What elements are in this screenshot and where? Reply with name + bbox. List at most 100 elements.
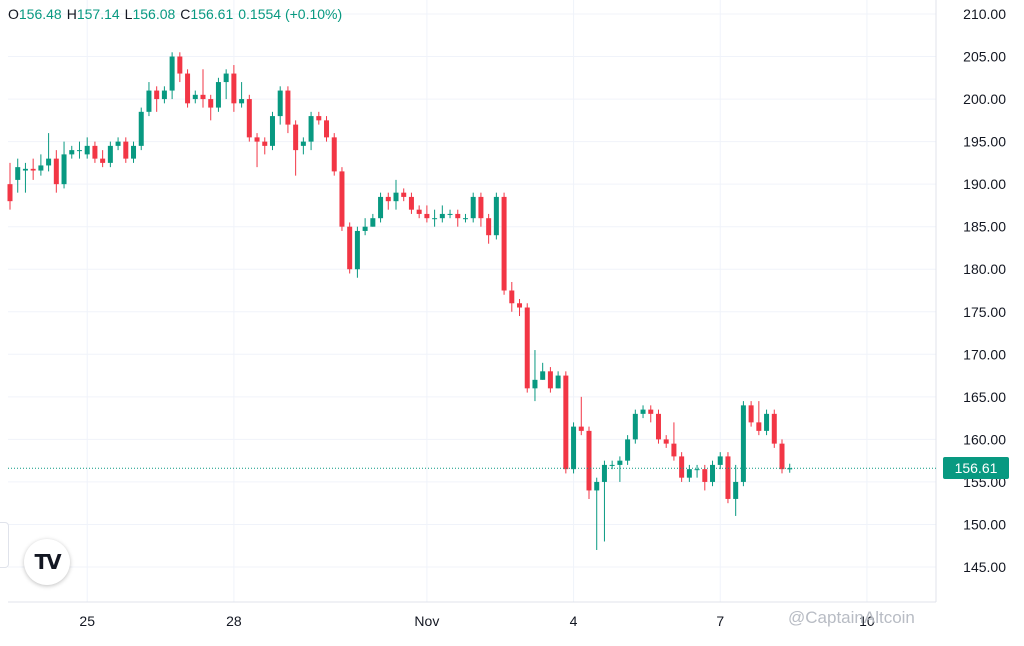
candle-body	[540, 371, 546, 380]
candle-body	[300, 141, 306, 146]
candle-body	[563, 375, 569, 470]
candle-body	[694, 469, 700, 471]
low-label: L	[124, 6, 133, 22]
candle-body	[107, 145, 113, 163]
y-tick-label: 185.00	[963, 219, 1006, 235]
candle-body	[478, 196, 484, 219]
candle-body	[215, 82, 221, 108]
candle-body	[764, 413, 770, 431]
candle-body	[524, 307, 530, 389]
candle-body	[69, 150, 75, 155]
tradingview-logo-text: TV	[34, 550, 61, 574]
candle-body	[756, 422, 762, 431]
candle-body	[177, 56, 183, 74]
candle-body	[432, 218, 438, 220]
open-label: O	[8, 6, 19, 22]
low-value: 156.08	[132, 6, 176, 22]
candle-body	[30, 168, 36, 171]
candle-body	[679, 456, 685, 478]
candle-body	[462, 218, 468, 220]
candle-body	[733, 481, 739, 499]
candle-body	[748, 405, 754, 423]
candle-body	[771, 413, 777, 444]
candle-body	[138, 111, 144, 146]
y-tick-label: 165.00	[963, 389, 1006, 405]
candle-body	[571, 426, 577, 470]
candle-body	[632, 413, 638, 440]
candle-body	[123, 141, 129, 159]
candle-body	[362, 226, 368, 231]
y-tick-label: 205.00	[963, 49, 1006, 65]
x-tick-label: 28	[226, 613, 242, 629]
last-price-tag: 156.61	[943, 457, 1009, 480]
candle-body	[269, 116, 275, 146]
candle-body	[378, 196, 384, 219]
y-tick-label: 200.00	[963, 91, 1006, 107]
candle-body	[293, 124, 299, 151]
candle-body	[46, 158, 52, 166]
candle-body	[200, 94, 206, 100]
tradingview-logo[interactable]: TV	[24, 539, 70, 585]
high-value: 157.14	[76, 6, 120, 22]
candle-body	[308, 116, 314, 142]
candle-body	[262, 141, 268, 146]
candle-body	[717, 456, 723, 465]
candle-body	[339, 171, 345, 227]
x-tick-label: 7	[716, 613, 724, 629]
candle-body	[640, 409, 646, 414]
candle-body	[161, 90, 167, 100]
candle-body	[277, 90, 283, 117]
candle-body	[61, 154, 67, 185]
candle-body	[509, 290, 515, 304]
candle-body	[686, 469, 692, 478]
change-value: 0.1554 (+0.10%)	[238, 6, 343, 22]
candle-body	[617, 460, 623, 465]
candle-body	[370, 218, 376, 227]
candle-body	[416, 209, 422, 214]
candle-body	[625, 439, 631, 461]
candle-body	[7, 184, 13, 202]
candle-body	[470, 196, 476, 219]
candle-body	[578, 426, 584, 431]
candle-body	[671, 443, 677, 457]
candle-body	[185, 73, 191, 104]
candles	[7, 52, 793, 550]
y-tick-label: 160.00	[963, 431, 1006, 447]
candle-body	[239, 99, 245, 104]
y-tick-label: 175.00	[963, 304, 1006, 320]
candle-body	[532, 379, 538, 389]
candle-body	[354, 230, 360, 270]
candle-body	[223, 73, 229, 83]
candle-body	[601, 464, 607, 482]
candle-body	[316, 116, 322, 121]
candle-body	[254, 137, 260, 142]
x-tick-label: 25	[79, 613, 95, 629]
candle-body	[169, 56, 175, 91]
candle-body	[594, 481, 600, 491]
candle-body	[192, 94, 198, 100]
candle-body	[208, 99, 214, 108]
candle-body	[331, 137, 337, 172]
candle-body	[385, 196, 391, 202]
candle-body	[92, 145, 98, 159]
close-label: C	[180, 6, 191, 22]
candle-body	[779, 443, 785, 470]
high-label: H	[66, 6, 77, 22]
candle-body	[408, 196, 414, 210]
y-tick-label: 150.00	[963, 516, 1006, 532]
candle-body	[76, 150, 82, 152]
candle-body	[146, 90, 152, 112]
x-tick-label: 10	[859, 613, 875, 629]
candle-body	[493, 196, 499, 236]
left-panel-handle[interactable]	[0, 522, 9, 568]
candle-body	[501, 196, 507, 291]
axes: 210.00 205.00 200.00 195.00 190.00 185.00 180.…	[8, 0, 1006, 629]
y-tick-label: 180.00	[963, 261, 1006, 277]
candle-body	[401, 192, 407, 197]
y-tick-label: 145.00	[963, 559, 1006, 575]
y-tick-label: 195.00	[963, 134, 1006, 150]
grid	[8, 0, 936, 602]
candle-body	[702, 469, 708, 482]
candle-body	[663, 439, 669, 444]
